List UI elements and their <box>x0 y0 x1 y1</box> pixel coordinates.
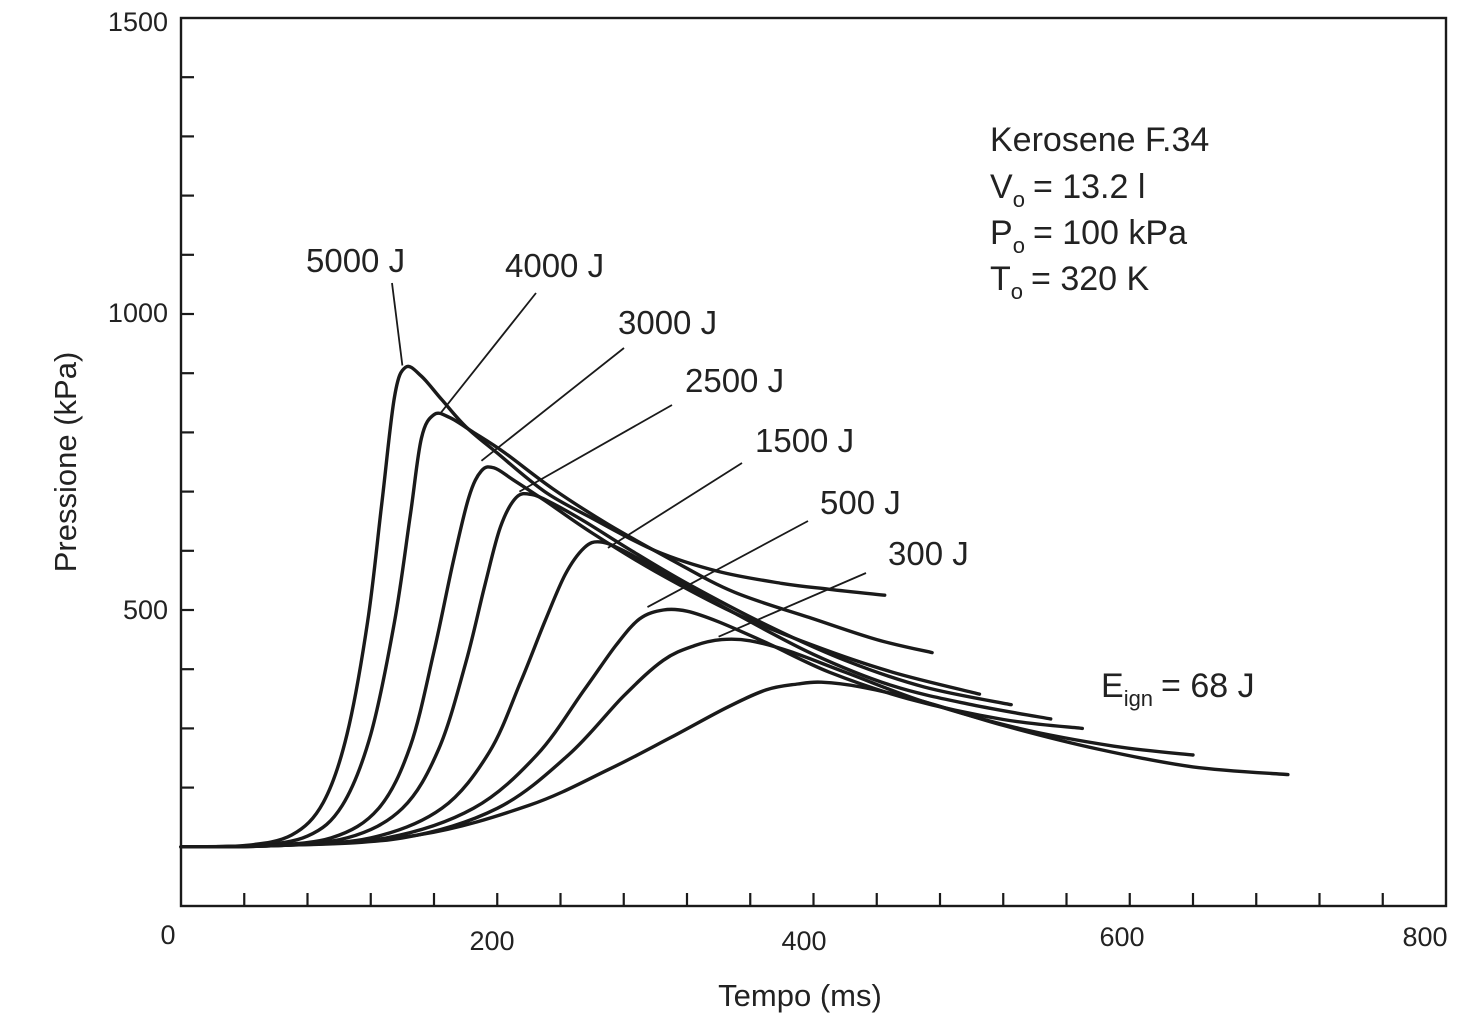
x-axis-title: Tempo (ms) <box>718 978 882 1013</box>
leader-line <box>718 572 867 638</box>
curve-label-1500j: 1500 J <box>755 422 854 459</box>
leader-line <box>607 462 743 549</box>
temperature-symbol: T <box>990 260 1011 298</box>
y-tick-label-500: 500 <box>123 595 168 625</box>
leader-line <box>647 520 809 608</box>
curve-label-300j: 300 J <box>888 535 969 572</box>
curve-4000-j <box>179 411 934 849</box>
initial-temperature-label: To = 320 K <box>990 260 1150 304</box>
fuel-label: Kerosene F.34 <box>990 121 1209 159</box>
initial-volume-label: Vo = 13.2 l <box>990 168 1145 212</box>
x-tick-label-800: 800 <box>1402 922 1447 952</box>
curve-300-j <box>179 637 1195 849</box>
temperature-subscript: o <box>1011 279 1023 304</box>
ignition-subscript: ign <box>1124 686 1153 711</box>
initial-pressure-label: Po = 100 kPa <box>990 214 1187 258</box>
plot-frame <box>179 16 1448 908</box>
ignition-symbol: E <box>1101 667 1124 705</box>
x-tick-label-400: 400 <box>781 926 826 956</box>
ignition-value: = 68 J <box>1161 667 1255 705</box>
curve-label-3000j: 3000 J <box>618 304 717 341</box>
curve-label-5000j: 5000 J <box>306 242 405 279</box>
curve-3000-j <box>179 465 982 849</box>
volume-symbol: V <box>990 168 1013 206</box>
temperature-value: = 320 K <box>1031 260 1149 298</box>
pressure-value: = 100 kPa <box>1033 214 1187 252</box>
leader-line <box>480 347 625 462</box>
x-tick-label-600: 600 <box>1099 922 1144 952</box>
leader-line <box>518 404 673 493</box>
volume-value: = 13.2 l <box>1033 168 1145 206</box>
curve-label-2500j: 2500 J <box>685 362 784 399</box>
curve-label-500j: 500 J <box>820 484 901 521</box>
leader-line <box>391 282 404 366</box>
volume-subscript: o <box>1013 187 1025 212</box>
pressure-subscript: o <box>1013 233 1025 258</box>
y-tick-label-1000: 1000 <box>108 298 168 328</box>
curve-label-4000j: 4000 J <box>505 247 604 284</box>
axis-ticks <box>181 76 1384 906</box>
leader-line <box>439 292 537 415</box>
y-tick-label-1500: 1500 <box>108 7 168 37</box>
x-tick-label-0: 0 <box>160 920 175 950</box>
curve-1500-j <box>179 540 1053 849</box>
curve-label-leaders <box>391 282 867 638</box>
pressure-curves <box>179 364 1290 849</box>
x-tick-label-200: 200 <box>469 926 514 956</box>
pressure-symbol: P <box>990 214 1013 252</box>
curve-5000-j <box>179 364 887 849</box>
curve-2500-j <box>179 491 1013 849</box>
curve-e-ign-68-j <box>179 680 1290 849</box>
y-axis-title: Pressione (kPa) <box>48 352 83 573</box>
ignition-energy-label: Eign = 68 J <box>1101 667 1255 711</box>
